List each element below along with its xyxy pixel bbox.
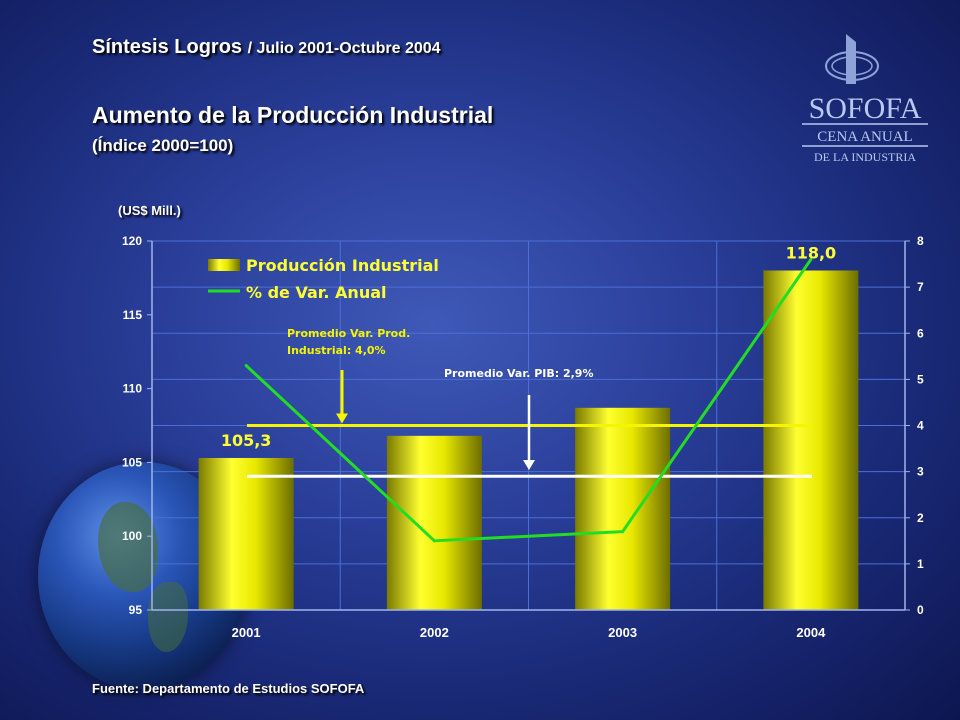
logo-line2: DE LA INDUSTRIA <box>814 150 916 164</box>
y-tick-label: 120 <box>122 234 142 248</box>
y2-tick-label: 0 <box>917 603 924 617</box>
bar-2002 <box>386 435 482 610</box>
y-tick-label: 95 <box>129 603 143 617</box>
x-tick-label: 2002 <box>420 625 449 640</box>
data-label-2004: 118,0 <box>786 244 837 263</box>
data-label-2001: 105,3 <box>221 431 272 450</box>
annotation-pib: Promedio Var. PIB: 2,9% <box>444 367 593 380</box>
chart-title: Aumento de la Producción Industrial <box>92 102 494 128</box>
logo-line1: CENA ANUAL <box>817 129 912 145</box>
sofofa-logo: SOFOFA CENA ANUAL DE LA INDUSTRIA <box>802 34 928 164</box>
axes: 95 100 105 110 115 120 0 1 2 3 4 5 6 7 8 2001 2002 2003 20… <box>122 234 924 640</box>
y2-tick-label: 3 <box>917 465 924 479</box>
y-tick-label: 105 <box>122 455 142 469</box>
y2-tick-label: 8 <box>917 234 924 248</box>
legend-label-bar: Producción Industrial <box>246 256 439 275</box>
source-note: Fuente: Departamento de Estudios SOFOFA <box>92 681 365 696</box>
bars <box>198 270 859 610</box>
bar-2003 <box>575 407 671 610</box>
x-tick-label: 2003 <box>608 625 637 640</box>
y-tick-label: 110 <box>123 382 143 396</box>
legend-swatch-bar <box>208 259 240 271</box>
page-title-period: / Julio 2001-Octubre 2004 <box>247 40 441 57</box>
line-series <box>244 257 813 543</box>
line-point-2001 <box>244 364 248 368</box>
x-tick-label: 2004 <box>796 625 826 640</box>
page-title-main: Síntesis Logros <box>92 36 243 58</box>
line-point-2002 <box>432 539 436 543</box>
chart-subtitle: (Índice 2000=100) <box>92 136 234 155</box>
y-tick-label: 115 <box>123 308 143 322</box>
reference-lines: Promedio Var. Prod. Industrial: 4,0% Prome… <box>247 327 812 478</box>
y2-tick-label: 7 <box>917 280 924 294</box>
legend: Producción Industrial % de Var. Anual <box>208 256 439 302</box>
y2-tick-label: 6 <box>917 326 924 340</box>
x-tick-label: 2001 <box>232 625 261 640</box>
annotation-prod-line1: Promedio Var. Prod. <box>287 327 410 340</box>
line-point-2004 <box>809 257 813 261</box>
y2-tick-label: 4 <box>917 419 924 433</box>
globe-land <box>98 502 158 592</box>
page-title: Síntesis Logros / Julio 2001-Octubre 200… <box>92 36 441 59</box>
y2-tick-label: 2 <box>917 511 924 525</box>
logo-tower <box>846 34 856 84</box>
y2-tick-label: 1 <box>917 557 924 571</box>
logo-name: SOFOFA <box>809 92 922 125</box>
bar-2004 <box>763 270 859 610</box>
y2-tick-label: 5 <box>917 372 924 386</box>
arrow-pib-head <box>523 460 535 470</box>
line-var-anual <box>245 258 813 543</box>
annotation-prod-line2: Industrial: 4,0% <box>287 344 386 357</box>
labels: 105,3 118,0 <box>221 244 836 450</box>
globe-land <box>148 582 188 652</box>
unit-label: (US$ Mill.) <box>118 203 181 218</box>
y-tick-label: 100 <box>122 529 142 543</box>
legend-label-line: % de Var. Anual <box>246 283 386 302</box>
arrow-prod-head <box>336 413 348 424</box>
bar-2001 <box>198 457 294 610</box>
line-point-2003 <box>621 530 625 534</box>
